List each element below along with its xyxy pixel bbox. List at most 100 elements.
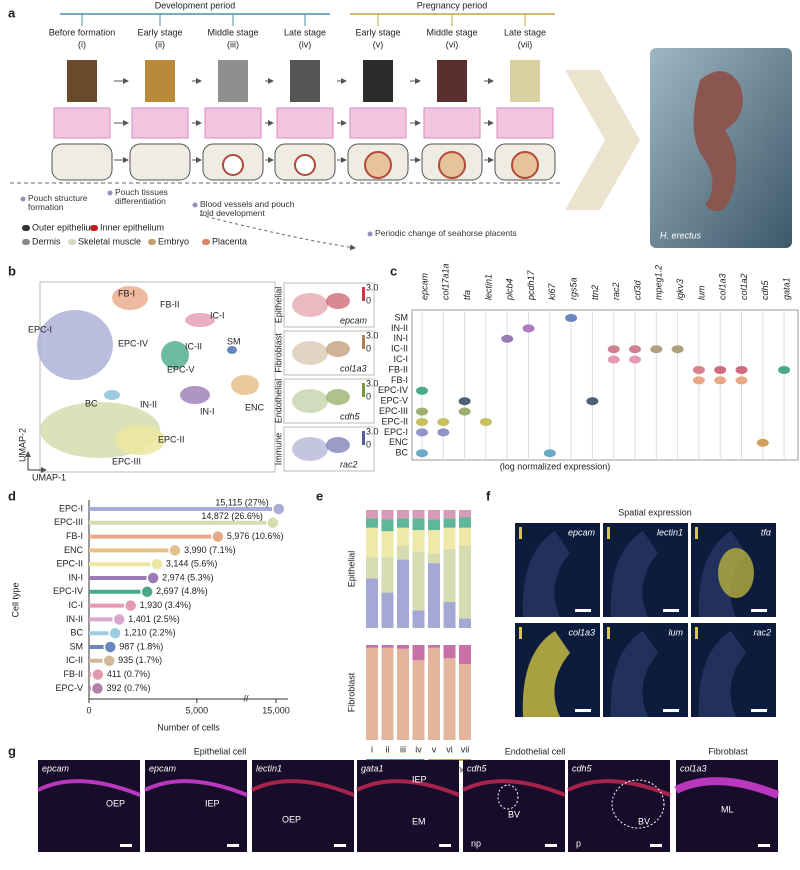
stage-number: (iii) [227, 39, 239, 49]
histology [204, 107, 262, 139]
panel-name: Epithelial [346, 551, 356, 588]
gene-label: gata1 [781, 277, 791, 300]
spatial-colorbar [519, 527, 522, 539]
bar-segment [397, 648, 409, 740]
tissue-stain [674, 777, 780, 799]
gene-label: tfα [761, 527, 772, 537]
gene-label: rac2 [611, 282, 621, 300]
annotation-box: Pouch structure formation [28, 194, 88, 212]
panel-label: f [486, 488, 491, 503]
bar-segment [412, 510, 425, 519]
image-gene: epcam [42, 763, 70, 773]
image-label: BV [508, 809, 520, 819]
bar-segment [443, 658, 456, 740]
violin [650, 345, 663, 354]
micro-scalebar [545, 844, 557, 847]
bar-segment [428, 647, 440, 740]
violin [735, 366, 748, 374]
x-tick-label: 5,000 [186, 705, 209, 715]
cluster-row-label: EPC-IV [378, 385, 408, 395]
value-label: 3,990 (7.1%) [184, 545, 236, 555]
violin [586, 397, 599, 406]
image-label: IEP [412, 774, 427, 784]
bar-segment [412, 530, 425, 552]
bar-segment [366, 510, 378, 519]
gene-label: rac2 [753, 627, 771, 637]
histology [131, 107, 189, 139]
bar-segment [366, 527, 378, 558]
stage-number: (vi) [446, 39, 459, 49]
violin [416, 418, 428, 426]
pouch-cavity [511, 151, 539, 179]
annotation-dot [107, 190, 113, 196]
panel-label: d [8, 488, 16, 503]
image-label: ML [721, 804, 734, 814]
micrograph [676, 760, 778, 852]
image-label: IEP [205, 798, 220, 808]
cluster-row-label: BC [395, 448, 408, 458]
violin [692, 366, 705, 374]
micrograph [38, 760, 140, 852]
cluster-row-label: FB-II [389, 364, 409, 374]
cluster-label: IC-I [210, 310, 225, 320]
caption: (log normalized expression) [500, 461, 611, 471]
bar-segment [381, 645, 394, 648]
cluster-label: EPC-II [158, 434, 185, 444]
spatial-scalebar [575, 709, 591, 712]
spatial-colorbar [695, 627, 698, 639]
cluster-label: EPC-IV [118, 338, 148, 348]
annotation-dot [192, 202, 198, 208]
vessel-outline [611, 779, 665, 829]
panel-label: e [316, 488, 323, 503]
bar-segment [443, 602, 456, 628]
micrograph [357, 760, 459, 852]
panel-label: g [8, 743, 16, 758]
annotation-dot [367, 231, 373, 237]
bar-segment [459, 545, 471, 619]
value-label: 2,697 (4.8%) [156, 586, 208, 596]
value-label: 392 (0.7%) [106, 683, 150, 693]
legend-swatch [22, 225, 30, 231]
bar-segment [366, 518, 378, 528]
bar-segment [459, 664, 471, 740]
violin [714, 366, 727, 374]
cluster-row-label: EPC-III [379, 406, 408, 416]
gene-label: pcdh17 [526, 269, 536, 301]
tissue-shape [610, 631, 658, 717]
bar-segment [381, 557, 394, 593]
gene-label: epcam [419, 272, 429, 300]
y-axis-title: Cell type [10, 582, 20, 617]
vessel-outline [497, 784, 519, 810]
spatial-colorbar [607, 527, 610, 539]
x-tick-label: vi [446, 744, 453, 754]
stage-photo [145, 60, 175, 102]
stage-number: (iv) [299, 39, 312, 49]
cluster-row-label: IC-II [391, 344, 408, 354]
stage-photo [363, 60, 393, 102]
bar-segment [443, 518, 456, 528]
lollipop-head [123, 598, 138, 613]
image-label: BV [638, 816, 650, 826]
bar-segment [366, 647, 378, 740]
cluster-row-label: EPC-II [381, 416, 408, 426]
spatial-colorbar [695, 527, 698, 539]
bar-segment [397, 527, 409, 546]
legend-label: Outer epithelium [32, 222, 98, 232]
micro-scalebar [334, 844, 346, 847]
panel-title: Spatial expression [618, 507, 692, 517]
micro-scalebar [439, 844, 451, 847]
violin [437, 418, 450, 426]
stage-name: Middle stage [426, 27, 477, 37]
micro-scalebar [227, 844, 239, 847]
micro-scalebar [650, 844, 662, 847]
gene-label: ki67 [547, 282, 557, 300]
gene-label: mpeg1.2 [654, 265, 664, 300]
inset-colorbar [362, 287, 365, 301]
photo-label: H. erectus [660, 230, 702, 240]
axis-break: // [243, 693, 249, 703]
umap-layout [25, 281, 276, 473]
histology [53, 107, 111, 139]
colorbar-max: 3.0 [366, 426, 379, 436]
spatial-scalebar [575, 609, 591, 612]
y-tick-label: EPC-IV [53, 586, 83, 596]
